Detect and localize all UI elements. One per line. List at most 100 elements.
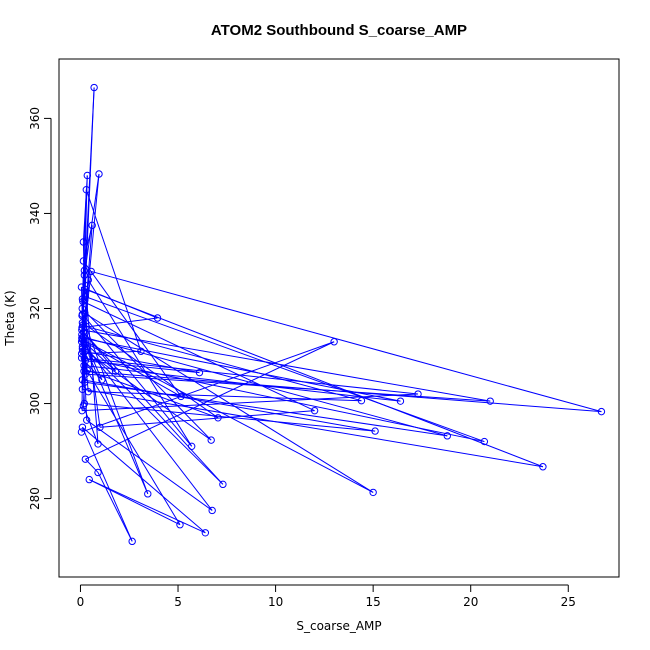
series-line-segment	[85, 360, 200, 374]
data-point	[144, 490, 152, 498]
y-tick-label: 360	[28, 107, 42, 130]
data-point	[83, 171, 91, 180]
series-line-segment	[83, 173, 100, 276]
data-point	[79, 238, 88, 246]
data-point	[414, 390, 422, 398]
data-point	[80, 266, 89, 275]
data-point	[82, 185, 91, 194]
y-tick-label: 280	[28, 487, 42, 510]
data-point	[597, 407, 606, 416]
y-tick-label: 300	[28, 392, 42, 415]
data-point	[81, 455, 90, 463]
data-point	[357, 396, 366, 405]
y-axis: 280 300 320 340 360	[28, 107, 52, 510]
series-line-segment	[85, 296, 485, 443]
x-tick-label: 10	[268, 595, 283, 609]
data-point	[85, 475, 93, 484]
x-tick-label: 5	[174, 595, 182, 609]
series-line-segment	[83, 365, 401, 402]
series-line-segment	[84, 403, 376, 432]
data-point	[111, 367, 120, 375]
series-line-segment	[82, 379, 376, 432]
series-line-segment	[83, 365, 181, 525]
x-tick-label: 0	[77, 595, 85, 609]
series-line-segment	[82, 350, 200, 374]
data-point	[82, 285, 90, 294]
x-axis-label: S_coarse_AMP	[296, 619, 381, 633]
series-line-segment	[81, 315, 149, 495]
data-point	[201, 529, 210, 537]
data-point	[207, 436, 215, 444]
series-line-segment	[83, 331, 224, 485]
data-point	[81, 370, 90, 378]
data-point	[79, 321, 87, 329]
series-line-segment	[99, 410, 315, 428]
data-point	[330, 338, 338, 346]
data-point	[177, 392, 185, 401]
data-point	[87, 267, 95, 276]
data-point	[443, 432, 451, 440]
series-line-segment	[86, 419, 213, 511]
data-point	[79, 257, 88, 265]
series-line-segment	[85, 289, 544, 468]
data-point	[95, 170, 103, 178]
x-tick-label: 25	[561, 595, 576, 609]
data-point	[80, 338, 88, 346]
series-line-segment	[82, 313, 193, 447]
data-point	[195, 368, 204, 377]
data-point	[396, 397, 405, 405]
data-point	[153, 314, 162, 322]
series-line-segment	[82, 322, 219, 419]
data-point	[137, 347, 145, 355]
x-axis: 0 5 10 15 20 25	[77, 584, 576, 609]
data-point	[78, 376, 87, 384]
data-point	[79, 347, 87, 355]
plot-frame	[58, 58, 620, 578]
series-line-segment	[81, 338, 374, 493]
series-line-segment	[81, 427, 133, 542]
series-line-segment	[82, 426, 206, 534]
data-point	[94, 440, 102, 448]
series-line-segment	[91, 270, 602, 413]
data-point	[78, 423, 87, 432]
series-line-segment	[84, 312, 374, 493]
data-point	[85, 352, 93, 360]
data-point	[80, 271, 89, 279]
data-point	[176, 521, 184, 529]
data-point	[78, 385, 87, 393]
series-line-segment	[83, 343, 213, 511]
data-point	[78, 334, 86, 342]
data-point	[369, 488, 377, 497]
data-point	[214, 414, 222, 422]
data-point	[78, 406, 86, 415]
data-point	[219, 480, 227, 489]
chart-title: ATOM2 Southbound S_coarse_AMP	[211, 22, 467, 39]
series-line-segment	[81, 337, 401, 402]
data-point	[128, 537, 136, 546]
series-line-segment	[82, 260, 182, 397]
data-point	[539, 463, 547, 471]
series-line-segment	[81, 189, 87, 300]
data-point	[480, 437, 489, 446]
x-tick-label: 20	[463, 595, 478, 609]
data-point	[90, 83, 98, 92]
data-point	[80, 361, 88, 370]
series-line-segment	[82, 351, 85, 404]
data-point	[78, 311, 86, 320]
data-point	[88, 221, 96, 230]
data-point	[310, 406, 319, 415]
data-point	[81, 357, 90, 365]
series-line-segment	[82, 348, 212, 441]
data-point	[77, 283, 86, 291]
series-line-segment	[85, 348, 224, 485]
series-line-segment	[87, 279, 193, 447]
series-line-segment	[97, 472, 133, 542]
data-point	[83, 416, 91, 424]
series-line-segment	[81, 317, 158, 329]
series-layer	[77, 83, 606, 546]
data-point	[96, 423, 104, 432]
series-line-segment	[81, 329, 491, 402]
series-line-segment	[84, 357, 419, 395]
